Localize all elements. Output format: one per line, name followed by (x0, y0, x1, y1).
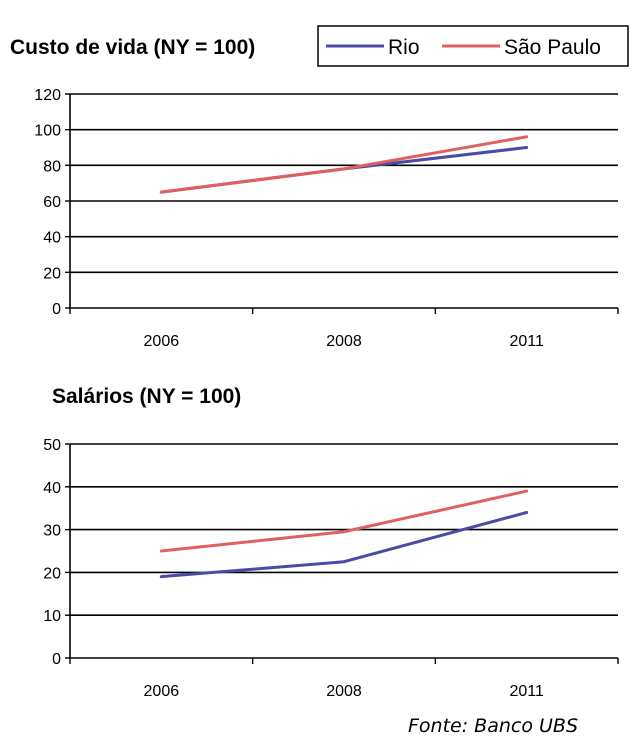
y-tick-label: 0 (52, 301, 61, 318)
x-tick-label: 2008 (326, 683, 362, 700)
data-point (525, 146, 529, 149)
x-tick-label: 2011 (509, 683, 544, 700)
x-tick-label: 2011 (509, 333, 544, 350)
data-point (342, 167, 346, 171)
y-tick-label: 40 (43, 230, 61, 247)
series-line-sao-paulo (161, 135, 527, 194)
data-point (159, 549, 163, 553)
data-point (342, 560, 346, 564)
data-point (342, 530, 346, 534)
y-tick-label: 120 (34, 87, 61, 104)
y-tick-label: 10 (43, 608, 61, 625)
legend-label-sao-paulo: São Paulo (504, 36, 601, 59)
data-point (159, 190, 163, 194)
data-point (159, 575, 163, 579)
y-tick-label: 20 (43, 265, 61, 282)
chart-2-plot: 0 10 20 30 40 50 2006 2008 2011 (43, 437, 619, 700)
x-tick-label: 2008 (326, 333, 362, 350)
chart-1-title: Custo de vida (NY = 100) (10, 36, 255, 59)
legend: Rio São Paulo (317, 25, 629, 67)
x-tick-label: 2006 (144, 333, 180, 350)
series-line-sao-paulo (161, 489, 527, 553)
y-tick-label: 60 (43, 194, 61, 211)
y-tick-label: 80 (43, 158, 61, 175)
x-tick-label: 2006 (144, 683, 180, 700)
y-tick-label: 50 (43, 437, 61, 454)
data-point (525, 510, 529, 514)
data-point (525, 489, 529, 493)
y-tick-label: 20 (43, 565, 61, 582)
source-note: Fonte: Banco UBS (408, 715, 578, 737)
legend-label-rio: Rio (388, 36, 420, 59)
y-tick-label: 40 (43, 480, 61, 497)
y-tick-label: 30 (43, 523, 61, 540)
data-point (525, 135, 529, 139)
y-tick-label: 0 (52, 651, 61, 668)
chart-2-title: Salários (NY = 100) (52, 385, 241, 408)
chart-1-plot: 0 20 40 60 80 100 120 2006 2008 2011 (34, 87, 619, 350)
y-tick-label: 100 (34, 123, 61, 140)
